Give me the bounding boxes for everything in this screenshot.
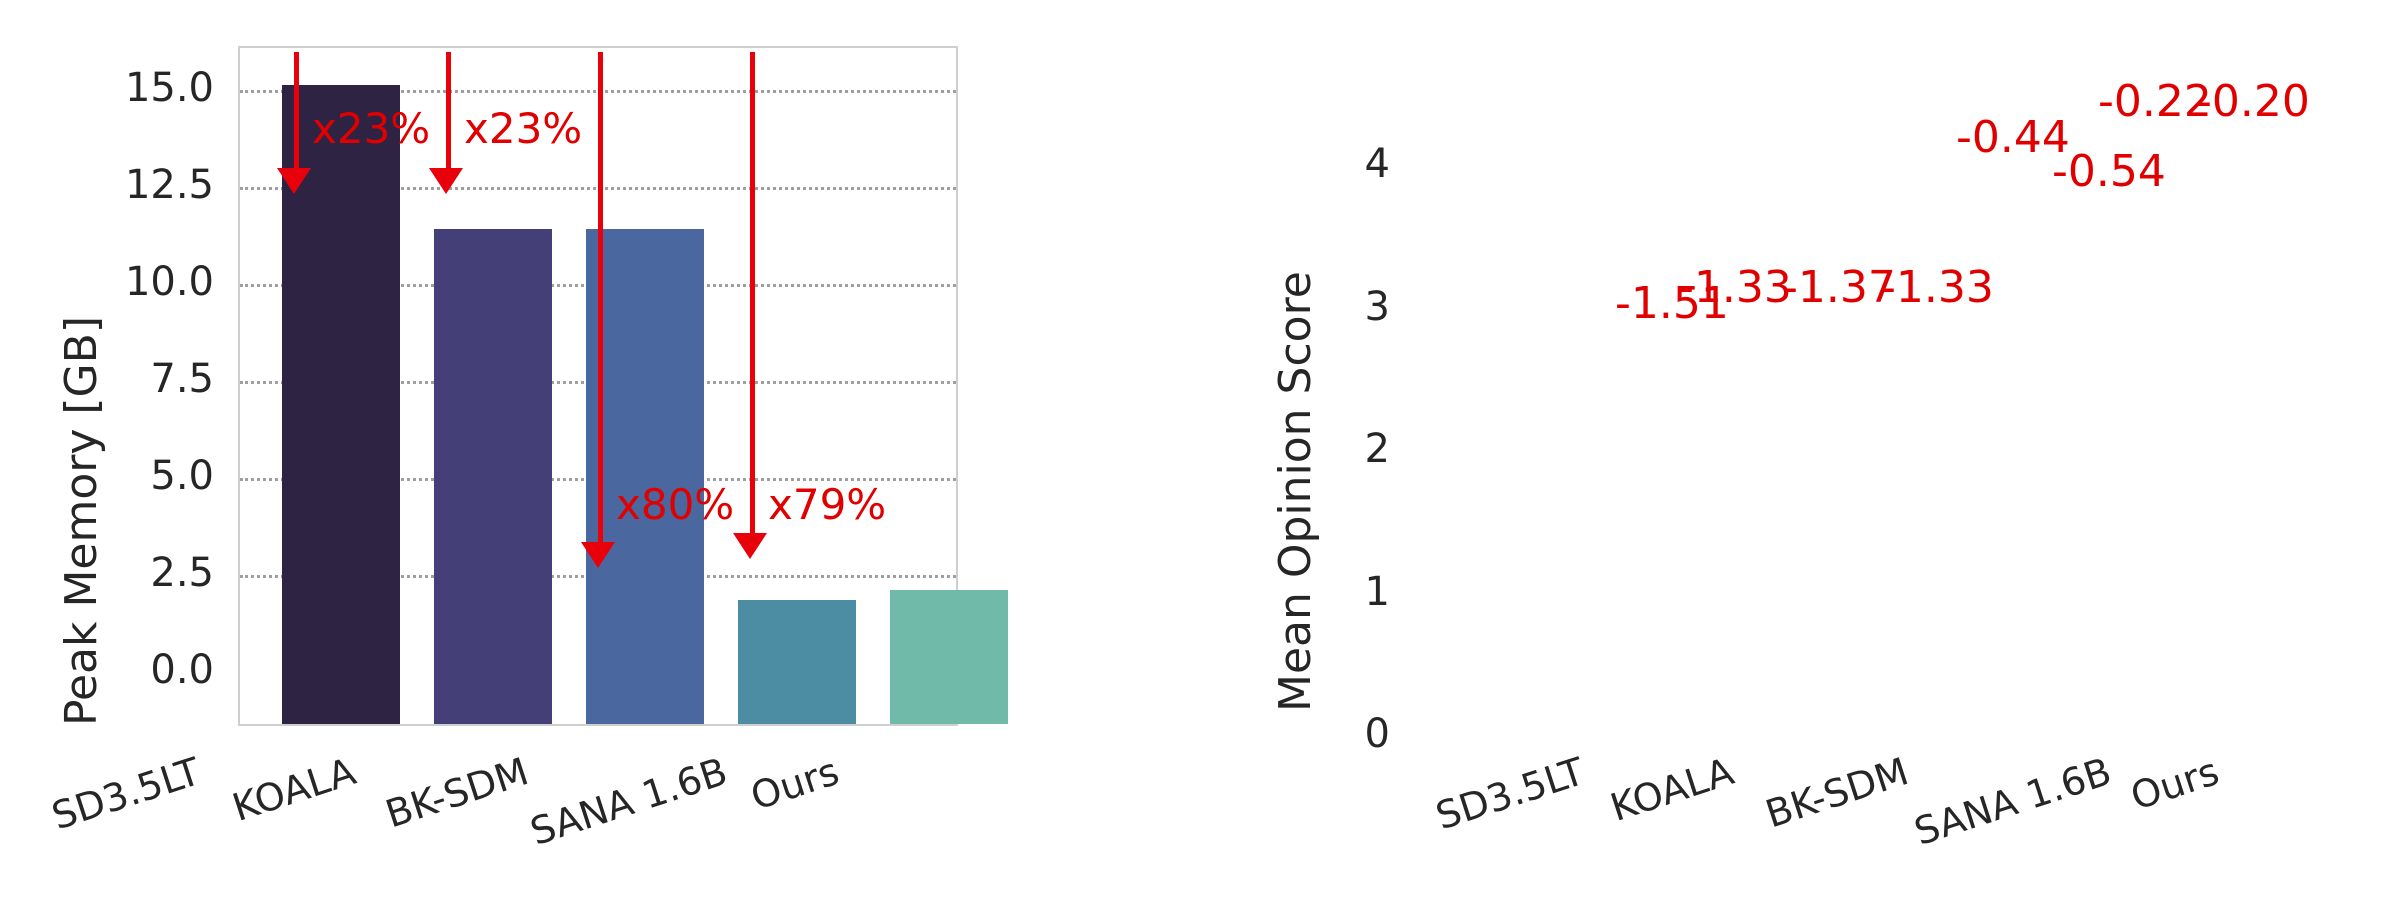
right-xtick-ours: Ours xyxy=(2125,749,2225,819)
left-arrow-head-bksdm xyxy=(429,168,463,194)
left-ytick-0: 0.0 xyxy=(150,647,214,693)
right-annotation-ta-koala: -1.33 xyxy=(1678,262,1792,313)
left-annotation-bksdm: x23% xyxy=(464,104,583,153)
left-annotation-koala: x23% xyxy=(312,104,431,153)
left-arrow-head-ours xyxy=(733,533,767,559)
left-arrow-shaft-sana xyxy=(598,52,603,548)
right-y-axis-title: Mean Opinion Score xyxy=(1270,271,1321,712)
left-annotation-sana: x80% xyxy=(616,480,735,529)
right-annotation-ta-bksdm: -1.33 xyxy=(1880,262,1994,313)
right-annotation-iq-koala: -1.51 xyxy=(1615,278,1729,329)
left-annotation-ours: x79% xyxy=(768,480,887,529)
left-bar-sana xyxy=(738,600,856,724)
left-ytick-15: 15.0 xyxy=(124,65,214,111)
right-ytick-1: 1 xyxy=(1364,569,1390,615)
right-xtick-sd35lt: SD3.5LT xyxy=(1430,749,1590,839)
right-annotation-iq-bksdm: -1.37 xyxy=(1782,262,1896,313)
right-annotation-ta-sana: -0.54 xyxy=(2052,146,2166,197)
left-xtick-sana: SANA 1.6B xyxy=(525,749,733,854)
left-chart-panel: Peak Memory [GB] 15.0 12.5 10.0 7.5 5.0 … xyxy=(46,46,1008,854)
left-bar-koala xyxy=(434,229,552,724)
right-ytick-3: 3 xyxy=(1364,284,1390,330)
left-arrow-shaft-koala xyxy=(294,52,299,174)
left-ytick-5: 5.0 xyxy=(150,453,214,499)
left-arrow-head-sana xyxy=(581,542,615,568)
left-bar-bksdm xyxy=(586,229,704,724)
right-annotation-iq-sana: -0.44 xyxy=(1956,112,2070,163)
left-ytick-2_5: 2.5 xyxy=(150,550,214,596)
right-xtick-koala: KOALA xyxy=(1605,749,1739,830)
right-ytick-2: 2 xyxy=(1364,426,1390,472)
right-ytick-0: 0 xyxy=(1364,711,1390,757)
left-xtick-koala: KOALA xyxy=(227,749,361,830)
left-ytick-10: 10.0 xyxy=(124,259,214,305)
left-xtick-sd35lt: SD3.5LT xyxy=(46,749,206,839)
left-arrow-head-koala xyxy=(277,168,311,194)
right-chart-panel: Mean Opinion Score 4 3 2 1 0 xyxy=(1200,0,2400,900)
right-xtick-bksdm: BK-SDM xyxy=(1760,749,1914,837)
right-ytick-4: 4 xyxy=(1364,141,1390,187)
left-bar-ours-rect xyxy=(890,590,1008,724)
left-ytick-12_5: 12.5 xyxy=(124,162,214,208)
left-arrow-shaft-ours xyxy=(750,52,755,539)
right-annotation-ta-ours: -0.20 xyxy=(2196,76,2310,127)
left-arrow-shaft-bksdm xyxy=(446,52,451,174)
left-xtick-bksdm: BK-SDM xyxy=(380,749,534,837)
right-xtick-sana: SANA 1.6B xyxy=(1909,749,2117,854)
left-xtick-ours: Ours xyxy=(745,749,845,819)
right-annotation-iq-ours: -0.22 xyxy=(2098,76,2212,127)
left-ytick-7_5: 7.5 xyxy=(150,356,214,402)
